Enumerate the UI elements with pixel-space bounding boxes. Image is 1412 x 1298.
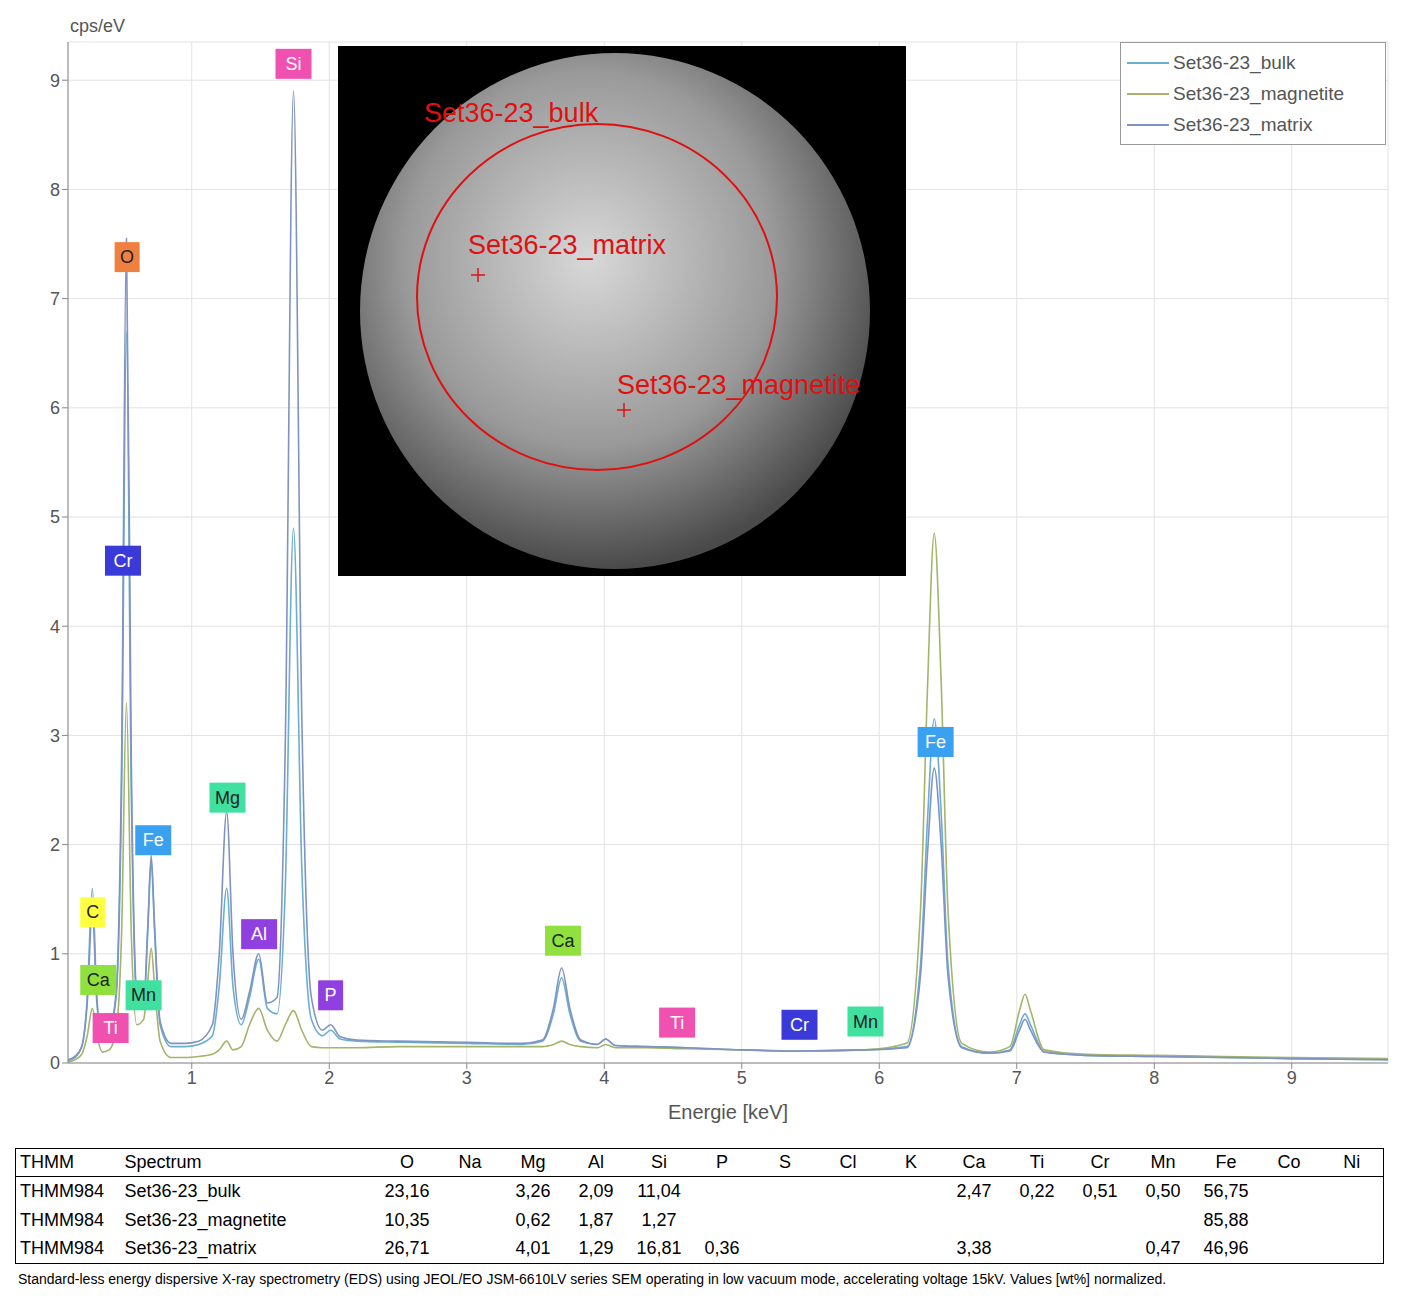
svg-text:6: 6: [874, 1068, 884, 1088]
html-text:O: O: [400, 1152, 414, 1172]
svg-text:4: 4: [599, 1068, 609, 1088]
svg-text:1: 1: [187, 1068, 197, 1088]
svg-text:4: 4: [50, 617, 60, 637]
html-text:0,22: 0,22: [1019, 1180, 1055, 1201]
svg-text:3: 3: [50, 726, 60, 746]
html-text:1,29: 1,29: [578, 1238, 614, 1259]
svg-text:Mn: Mn: [131, 985, 156, 1005]
html-text:3,38: 3,38: [956, 1238, 992, 1259]
html-text:0,50: 0,50: [1145, 1180, 1181, 1201]
svg-text:Energie [keV]: Energie [keV]: [668, 1101, 788, 1123]
html-text:10,35: 10,35: [384, 1209, 430, 1230]
html-text:S: S: [779, 1152, 791, 1172]
html-text:1,87: 1,87: [578, 1209, 614, 1230]
html-text:THMM: THMM: [20, 1152, 74, 1172]
svg-text:Cr: Cr: [114, 551, 133, 571]
svg-text:9: 9: [50, 71, 60, 91]
html-text:2,47: 2,47: [956, 1180, 992, 1201]
svg-text:7: 7: [1012, 1068, 1022, 1088]
html-text:Na: Na: [458, 1152, 482, 1172]
html-text:Co: Co: [1277, 1152, 1301, 1172]
svg-text:Fe: Fe: [143, 830, 164, 850]
html-text:THMM984: THMM984: [20, 1180, 104, 1201]
svg-text:1: 1: [50, 944, 60, 964]
html-text:Ni: Ni: [1343, 1152, 1361, 1172]
html-text:11,04: 11,04: [637, 1180, 681, 1201]
html-text:Set36-23_matrix: Set36-23_matrix: [1173, 113, 1313, 135]
html-text:26,71: 26,71: [384, 1238, 430, 1259]
html-text:Set36-23_magnetite: Set36-23_magnetite: [124, 1209, 287, 1230]
html-text:16,81: 16,81: [636, 1238, 682, 1259]
html-text:Mn: Mn: [1150, 1152, 1176, 1172]
svg-text:Set36-23_magnetite: Set36-23_magnetite: [617, 370, 860, 400]
svg-text:Si: Si: [285, 54, 301, 74]
svg-text:5: 5: [50, 507, 60, 527]
svg-text:Al: Al: [251, 924, 267, 944]
html-text:Set36-23_magnetite: Set36-23_magnetite: [1173, 82, 1345, 104]
svg-text:0: 0: [50, 1053, 60, 1073]
html-text:0,51: 0,51: [1082, 1180, 1118, 1201]
html-text:THMM984: THMM984: [20, 1238, 104, 1259]
svg-text:3: 3: [462, 1068, 472, 1088]
html-text:Set36-23_bulk: Set36-23_bulk: [1173, 51, 1296, 73]
html-text:Fe: Fe: [1215, 1152, 1237, 1172]
svg-text:Ti: Ti: [670, 1013, 684, 1033]
html-text:P: P: [716, 1152, 728, 1172]
svg-text:8: 8: [1149, 1068, 1159, 1088]
svg-text:Mn: Mn: [853, 1012, 878, 1032]
html-text:23,16: 23,16: [384, 1180, 430, 1201]
html-text:Set36-23_bulk: Set36-23_bulk: [124, 1180, 241, 1201]
html-text:Cr: Cr: [1090, 1152, 1110, 1172]
html-text:1,27: 1,27: [641, 1209, 677, 1230]
svg-text:5: 5: [737, 1068, 747, 1088]
html-text:46,96: 46,96: [1203, 1238, 1249, 1259]
html-text:0,62: 0,62: [515, 1209, 551, 1230]
html-text:56,75: 56,75: [1203, 1180, 1249, 1201]
html-text:cps/eV: cps/eV: [70, 16, 125, 36]
html-text:85,88: 85,88: [1203, 1209, 1249, 1230]
svg-text:Set36-23_matrix: Set36-23_matrix: [468, 230, 667, 260]
html-text:Set36-23_matrix: Set36-23_matrix: [124, 1238, 257, 1259]
svg-text:Cr: Cr: [790, 1015, 809, 1035]
svg-text:8: 8: [50, 180, 60, 200]
html-text:Spectrum: Spectrum: [124, 1152, 202, 1172]
svg-text:Ca: Ca: [87, 970, 111, 990]
svg-text:C: C: [86, 902, 99, 922]
svg-text:2: 2: [324, 1068, 334, 1088]
svg-text:O: O: [120, 247, 134, 267]
html-text:0,47: 0,47: [1145, 1238, 1181, 1259]
html-text:Standard-less energy dispersiv: Standard-less energy dispersive X-ray sp…: [18, 1271, 1167, 1287]
html-text:Cl: Cl: [839, 1152, 857, 1172]
html-text:Al: Al: [588, 1152, 604, 1172]
html-text:THMM984: THMM984: [20, 1209, 104, 1230]
html-text:Mg: Mg: [520, 1152, 546, 1172]
html-text:3,26: 3,26: [515, 1180, 551, 1201]
html-text:Ti: Ti: [1029, 1152, 1045, 1172]
svg-text:Fe: Fe: [925, 732, 946, 752]
html-text:2,09: 2,09: [578, 1180, 614, 1201]
svg-text:Ti: Ti: [103, 1018, 117, 1038]
svg-text:6: 6: [50, 398, 60, 418]
html-text:0,36: 0,36: [704, 1238, 740, 1259]
svg-text:2: 2: [50, 835, 60, 855]
html-text:Ca: Ca: [962, 1152, 986, 1172]
svg-text:9: 9: [1287, 1068, 1297, 1088]
svg-text:Set36-23_bulk: Set36-23_bulk: [424, 98, 599, 128]
svg-text:Mg: Mg: [215, 788, 240, 808]
html-text:K: K: [905, 1152, 917, 1172]
html-text:Si: Si: [651, 1152, 667, 1172]
svg-text:Ca: Ca: [551, 931, 575, 951]
svg-text:P: P: [325, 985, 337, 1005]
html-text:4,01: 4,01: [515, 1238, 551, 1259]
svg-text:7: 7: [50, 289, 60, 309]
